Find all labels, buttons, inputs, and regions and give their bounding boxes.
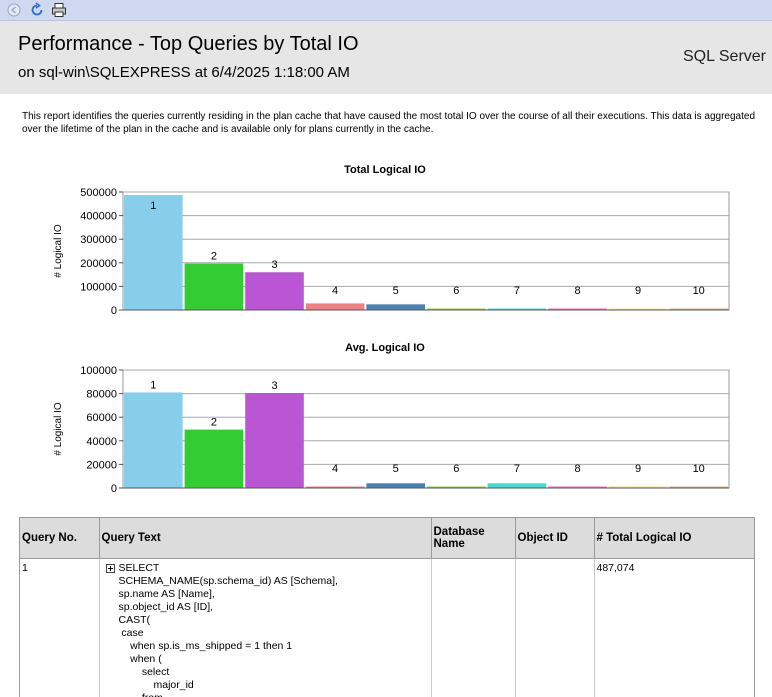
print-icon: [51, 3, 66, 17]
chart-title-total-io: Total Logical IO: [344, 164, 426, 176]
bar-data-label: 3: [271, 380, 277, 392]
col-header-query-no[interactable]: Query No.: [20, 518, 100, 559]
bar-data-label: 6: [453, 285, 459, 297]
bar-8: [548, 486, 607, 488]
bar-data-label: 7: [514, 285, 520, 297]
query-text: SELECT SCHEMA_NAME(sp.schema_id) AS [Sch…: [118, 561, 338, 697]
bar-1: [124, 392, 183, 488]
bar-data-label: 3: [271, 259, 277, 271]
table-row: 1 SELECT SCHEMA_NAME(sp.schema_id) AS [S…: [20, 558, 754, 697]
bar-data-label: 4: [332, 285, 338, 297]
bar-data-label: 9: [635, 285, 641, 297]
bar-2: [184, 429, 244, 488]
y-axis-title: # Logical IO: [53, 224, 64, 278]
bar-8: [548, 308, 607, 310]
table-header-row: Query No. Query Text Database Name Objec…: [20, 518, 754, 559]
report-header: Performance - Top Queries by Total IO on…: [0, 21, 772, 94]
bar-9: [608, 308, 668, 310]
bar-data-label: 4: [332, 463, 338, 475]
report-description: This report identifies the queries curre…: [22, 111, 756, 135]
total-logical-io-chart: 0 100000 200000 300000 400000 500000 # Logical…: [53, 187, 730, 317]
query-table: Query No. Query Text Database Name Objec…: [20, 518, 754, 697]
refresh-button[interactable]: [27, 1, 46, 19]
report-toolbar: [0, 0, 772, 21]
col-header-database-name[interactable]: Database Name: [431, 518, 516, 559]
bar-data-label: 7: [514, 463, 520, 475]
col-header-query-text[interactable]: Query Text: [99, 518, 432, 559]
brand-label: SQL Server: [683, 48, 766, 65]
bar-5: [366, 304, 425, 310]
bar-6: [427, 486, 486, 488]
cell-query-no: 1: [20, 558, 100, 697]
chart-title-avg-io: Avg. Logical IO: [345, 342, 425, 354]
y-tick-label: 200000: [80, 258, 117, 270]
bar-data-label: 10: [693, 285, 705, 297]
cell-query-text: SELECT SCHEMA_NAME(sp.schema_id) AS [Sch…: [99, 558, 432, 697]
y-tick-label: 60000: [86, 412, 117, 424]
bar-data-label: 8: [574, 463, 580, 475]
print-button[interactable]: [49, 1, 68, 19]
y-tick-label: 400000: [80, 211, 117, 223]
y-tick-label: 80000: [86, 389, 117, 401]
bar-data-label: 10: [693, 463, 705, 475]
bar-data-label: 1: [150, 200, 156, 212]
y-axis-title: # Logical IO: [53, 402, 64, 456]
bar-data-label: 8: [574, 285, 580, 297]
col-header-object-id[interactable]: Object ID: [515, 518, 595, 559]
y-tick-label: 100000: [80, 365, 117, 377]
bar-data-label: 6: [453, 463, 459, 475]
back-button[interactable]: [4, 1, 23, 19]
expand-toggle-icon[interactable]: [105, 563, 115, 573]
bar-3: [245, 393, 304, 488]
bar-data-label: 2: [211, 251, 217, 263]
y-tick-label: 0: [111, 305, 117, 317]
bar-10: [669, 486, 728, 488]
y-tick-label: 0: [111, 483, 117, 495]
y-tick-label: 40000: [86, 436, 117, 448]
bar-5: [366, 483, 425, 488]
bar-4: [305, 486, 365, 488]
bar-9: [608, 486, 668, 488]
bar-data-label: 1: [150, 379, 156, 391]
bar-7: [487, 308, 547, 310]
y-tick-label: 300000: [80, 234, 117, 246]
query-table-container: Query No. Query Text Database Name Objec…: [19, 517, 755, 697]
col-header-total-logical-io[interactable]: # Total Logical IO: [594, 518, 754, 559]
bar-data-label: 5: [393, 285, 399, 297]
y-tick-label: 20000: [86, 459, 117, 471]
bar-1: [124, 195, 183, 310]
report-title: Performance - Top Queries by Total IO: [18, 33, 359, 55]
avg-logical-io-chart: 0 20000 40000 60000 80000 100000 # Logical IO 1…: [53, 365, 730, 495]
refresh-icon: [31, 2, 42, 16]
y-tick-label: 100000: [80, 281, 117, 293]
report-subtitle: on sql-win\SQLEXPRESS at 6/4/2025 1:18:0…: [18, 64, 350, 81]
bar-6: [427, 308, 486, 310]
back-icon: [7, 3, 20, 17]
cell-database-name: [431, 558, 516, 697]
cell-object-id: [515, 558, 595, 697]
bar-data-label: 2: [211, 417, 217, 429]
bar-data-label: 5: [393, 463, 399, 475]
bar-data-label: 9: [635, 463, 641, 475]
bar-2: [184, 263, 244, 310]
bar-4: [305, 303, 365, 310]
bar-3: [245, 272, 304, 310]
y-tick-label: 500000: [80, 187, 117, 199]
cell-total-logical-io: 487,074: [596, 561, 635, 574]
bar-10: [669, 308, 728, 310]
bar-7: [487, 483, 547, 488]
